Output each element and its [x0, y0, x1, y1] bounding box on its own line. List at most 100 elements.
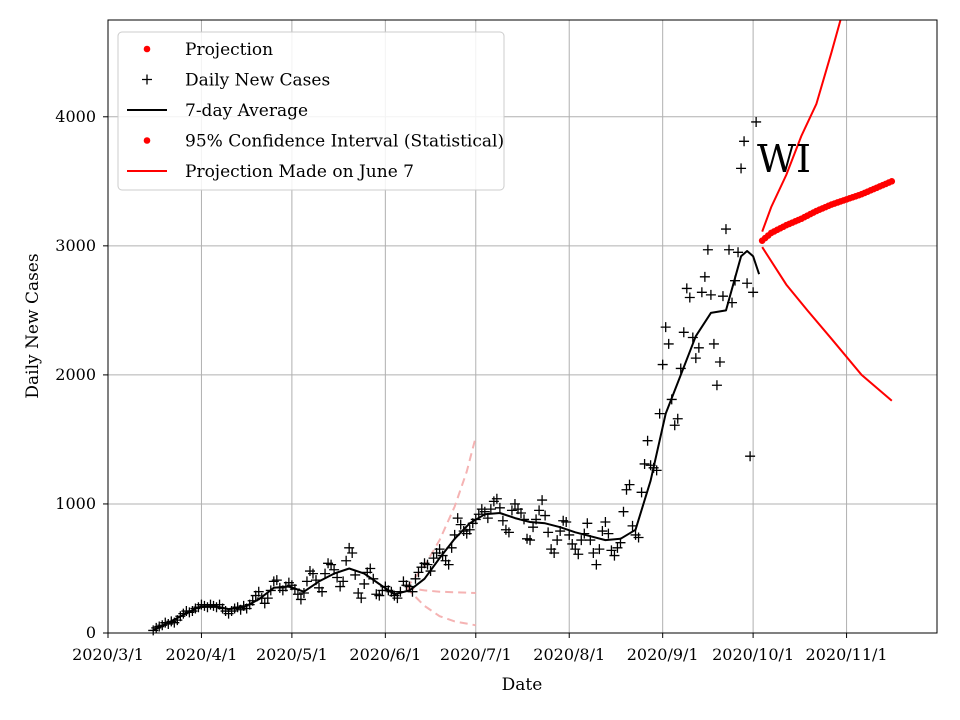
- daily-case-point: [549, 547, 560, 558]
- x-tick-label: 2020/6/1: [349, 645, 421, 664]
- daily-case-point: [669, 420, 680, 431]
- daily-case-point: [567, 538, 578, 549]
- daily-case-point: [708, 338, 719, 349]
- plot-frame: [107, 19, 938, 634]
- daily-case-point: [301, 576, 312, 587]
- y-tick-label: 4000: [55, 107, 96, 126]
- daily-case-point: [410, 573, 421, 584]
- daily-case-point: [259, 598, 270, 609]
- daily-case-point: [615, 537, 626, 548]
- daily-case-point: [666, 394, 677, 405]
- daily-case-point: [720, 224, 731, 235]
- daily-case-point: [494, 502, 505, 513]
- y-tick-label: 2000: [55, 365, 96, 384]
- x-tick-label: 2020/10/1: [712, 645, 794, 664]
- ci-upper-line: [761, 19, 842, 232]
- x-tick-label: 2020/9/1: [627, 645, 699, 664]
- legend: Projection Daily New Cases 7-day Average 95…: [117, 31, 505, 191]
- confidence-interval-group: [761, 19, 893, 402]
- daily-case-point: [564, 529, 575, 540]
- legend-dot-marker: [143, 45, 151, 53]
- legend-box: [117, 31, 505, 191]
- daily-case-point: [636, 487, 647, 498]
- daily-case-point: [675, 363, 686, 374]
- daily-case-point: [751, 116, 762, 127]
- daily-case-point: [350, 569, 361, 580]
- ci-lower-line: [761, 246, 893, 402]
- daily-case-point: [525, 535, 536, 546]
- daily-case-point: [437, 550, 448, 561]
- daily-case-point: [606, 545, 617, 556]
- daily-case-point: [311, 575, 322, 586]
- daily-case-point: [582, 518, 593, 529]
- daily-case-point: [727, 297, 738, 308]
- daily-case-point: [591, 559, 602, 570]
- daily-case-point: [341, 555, 352, 566]
- daily-case-point: [265, 585, 276, 596]
- daily-case-point: [612, 542, 623, 553]
- daily-case-point: [407, 586, 418, 597]
- daily-case-point: [678, 327, 689, 338]
- june7-projection-group: [405, 436, 477, 627]
- daily-case-point: [739, 136, 750, 147]
- daily-case-point: [443, 559, 454, 570]
- projection-group: [758, 178, 896, 244]
- x-tick-label: 2020/3/1: [72, 645, 144, 664]
- daily-case-point: [479, 506, 490, 517]
- daily-case-point: [702, 244, 713, 255]
- daily-case-point: [540, 510, 551, 521]
- daily-case-point: [338, 576, 349, 587]
- daily-case-point: [681, 283, 692, 294]
- legend-label: 95% Confidence Interval (Statistical): [185, 132, 504, 152]
- daily-case-point: [289, 584, 300, 595]
- daily-case-point: [392, 593, 403, 604]
- daily-case-point: [368, 573, 379, 584]
- daily-case-point: [515, 507, 526, 518]
- y-tick-label: 3000: [55, 236, 96, 255]
- daily-case-point: [576, 535, 587, 546]
- daily-case-point: [627, 520, 638, 531]
- daily-case-point: [464, 524, 475, 535]
- legend-plus-marker: [142, 74, 152, 85]
- x-tick-label: 2020/7/1: [440, 645, 512, 664]
- daily-case-point: [742, 278, 753, 289]
- daily-case-point: [359, 578, 370, 589]
- daily-case-point: [684, 292, 695, 303]
- daily-case-point: [425, 566, 436, 577]
- daily-case-point: [326, 559, 337, 570]
- daily-case-point: [395, 586, 406, 597]
- daily-case-point: [295, 594, 306, 605]
- daily-case-point: [356, 593, 367, 604]
- daily-case-point: [506, 505, 517, 516]
- x-tick-label: 2020/5/1: [256, 645, 328, 664]
- daily-case-point: [317, 586, 328, 597]
- daily-case-point: [654, 408, 665, 419]
- daily-case-point: [717, 291, 728, 302]
- daily-case-point: [657, 359, 668, 370]
- daily-case-point: [699, 271, 710, 282]
- daily-case-point: [292, 589, 303, 600]
- daily-case-point: [603, 528, 614, 539]
- daily-case-point: [365, 563, 376, 574]
- daily-case-point: [329, 564, 340, 575]
- june7-projection-lower-line: [405, 587, 476, 627]
- daily-case-point: [609, 550, 620, 561]
- daily-case-point: [404, 581, 415, 592]
- daily-case-point: [470, 514, 481, 525]
- daily-case-point: [335, 581, 346, 592]
- daily-new-cases-group: [148, 116, 762, 636]
- daily-case-point: [455, 519, 466, 530]
- daily-case-point: [344, 542, 355, 553]
- daily-case-point: [705, 289, 716, 300]
- y-tick-label: 0: [86, 623, 96, 642]
- daily-case-point: [428, 553, 439, 564]
- daily-case-point: [687, 332, 698, 343]
- daily-case-point: [633, 532, 644, 543]
- daily-case-point: [642, 435, 653, 446]
- daily-case-point: [537, 495, 548, 506]
- daily-case-point: [730, 275, 741, 286]
- daily-case-point: [491, 493, 502, 504]
- legend-label: Projection Made on June 7: [185, 162, 414, 182]
- june7-projection-upper-line: [405, 436, 477, 589]
- y-axis-ticks: 0 1000 2000 3000 4000: [55, 107, 108, 642]
